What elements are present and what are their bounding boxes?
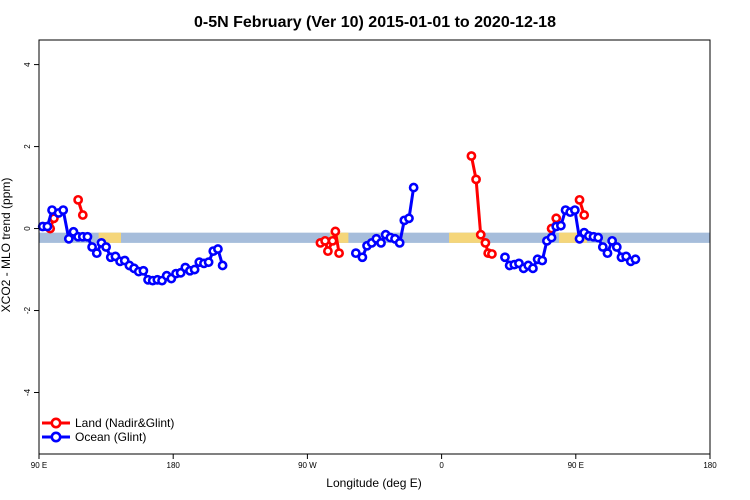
legend-marker <box>50 431 62 443</box>
data-point <box>189 264 200 275</box>
x-tick-label: 180 <box>703 461 717 470</box>
data-point <box>546 232 557 243</box>
data-point <box>394 238 405 248</box>
data-point <box>466 151 477 161</box>
data-point <box>323 246 333 256</box>
x-tick-label: 90 E <box>31 461 47 470</box>
data-point <box>574 233 585 244</box>
series-ocean <box>37 182 641 286</box>
data-point <box>73 194 84 205</box>
x-tick-label: 0 <box>439 461 444 470</box>
data-point <box>42 221 53 232</box>
data-point <box>101 242 111 252</box>
data-point <box>327 235 338 246</box>
legend-label: Land (Nadir&Glint) <box>75 416 174 430</box>
land-segment <box>329 232 349 243</box>
y-tick-label: 0 <box>23 226 32 231</box>
legend-marker <box>50 417 62 429</box>
x-tick-label: 180 <box>167 461 181 470</box>
data-point <box>203 257 214 268</box>
legend-label: Ocean (Glint) <box>75 430 146 444</box>
data-point <box>574 194 585 205</box>
data-point <box>611 242 622 252</box>
data-point <box>630 254 641 265</box>
data-point <box>404 213 414 224</box>
y-tick-label: -2 <box>23 306 32 314</box>
x-axis: 90 E 180 90 W 0 90 E 180 <box>31 454 717 470</box>
data-point <box>537 255 548 266</box>
x-tick-label: 90 W <box>298 461 317 470</box>
data-point <box>475 229 486 240</box>
data-point <box>471 174 481 185</box>
data-point <box>91 248 102 259</box>
data-point <box>138 265 149 276</box>
land-segment <box>98 232 122 243</box>
data-point <box>82 231 93 242</box>
data-point <box>87 242 98 252</box>
data-point <box>334 248 344 259</box>
data-point <box>480 238 491 248</box>
y-axis-label: XCO2 - MLO trend (ppm) <box>0 178 13 313</box>
y-axis: -4 -2 0 2 4 <box>23 62 39 396</box>
y-tick-label: 2 <box>23 144 32 149</box>
data-point <box>602 248 613 259</box>
data-point <box>408 182 419 193</box>
data-point <box>579 210 590 220</box>
plot-area <box>37 151 710 286</box>
data-point <box>607 235 618 246</box>
plot-frame <box>38 39 711 455</box>
data-point <box>555 220 566 231</box>
data-point <box>597 242 608 252</box>
data-point <box>77 210 88 220</box>
data-point <box>593 232 604 243</box>
chart-title: 0-5N February (Ver 10) 2015-01-01 to 202… <box>194 14 556 31</box>
data-point <box>376 238 386 248</box>
data-point <box>63 233 74 244</box>
legend: Land (Nadir&Glint)Ocean (Glint) <box>42 416 174 444</box>
data-point <box>569 205 580 216</box>
data-point <box>500 252 510 263</box>
data-point <box>357 252 368 263</box>
x-tick-label: 90 E <box>568 461 584 470</box>
data-point <box>320 235 331 246</box>
data-point <box>217 260 228 271</box>
data-point <box>330 226 341 237</box>
data-point <box>213 244 223 254</box>
data-point <box>350 248 361 259</box>
data-point <box>58 205 69 216</box>
y-tick-label: -4 <box>23 388 32 396</box>
x-axis-label: Longitude (deg E) <box>326 476 421 490</box>
land-segment <box>559 232 587 243</box>
data-point <box>528 263 538 274</box>
data-point <box>551 213 562 224</box>
y-tick-label: 4 <box>23 62 32 67</box>
data-point <box>487 249 497 259</box>
land-segment <box>449 232 485 243</box>
